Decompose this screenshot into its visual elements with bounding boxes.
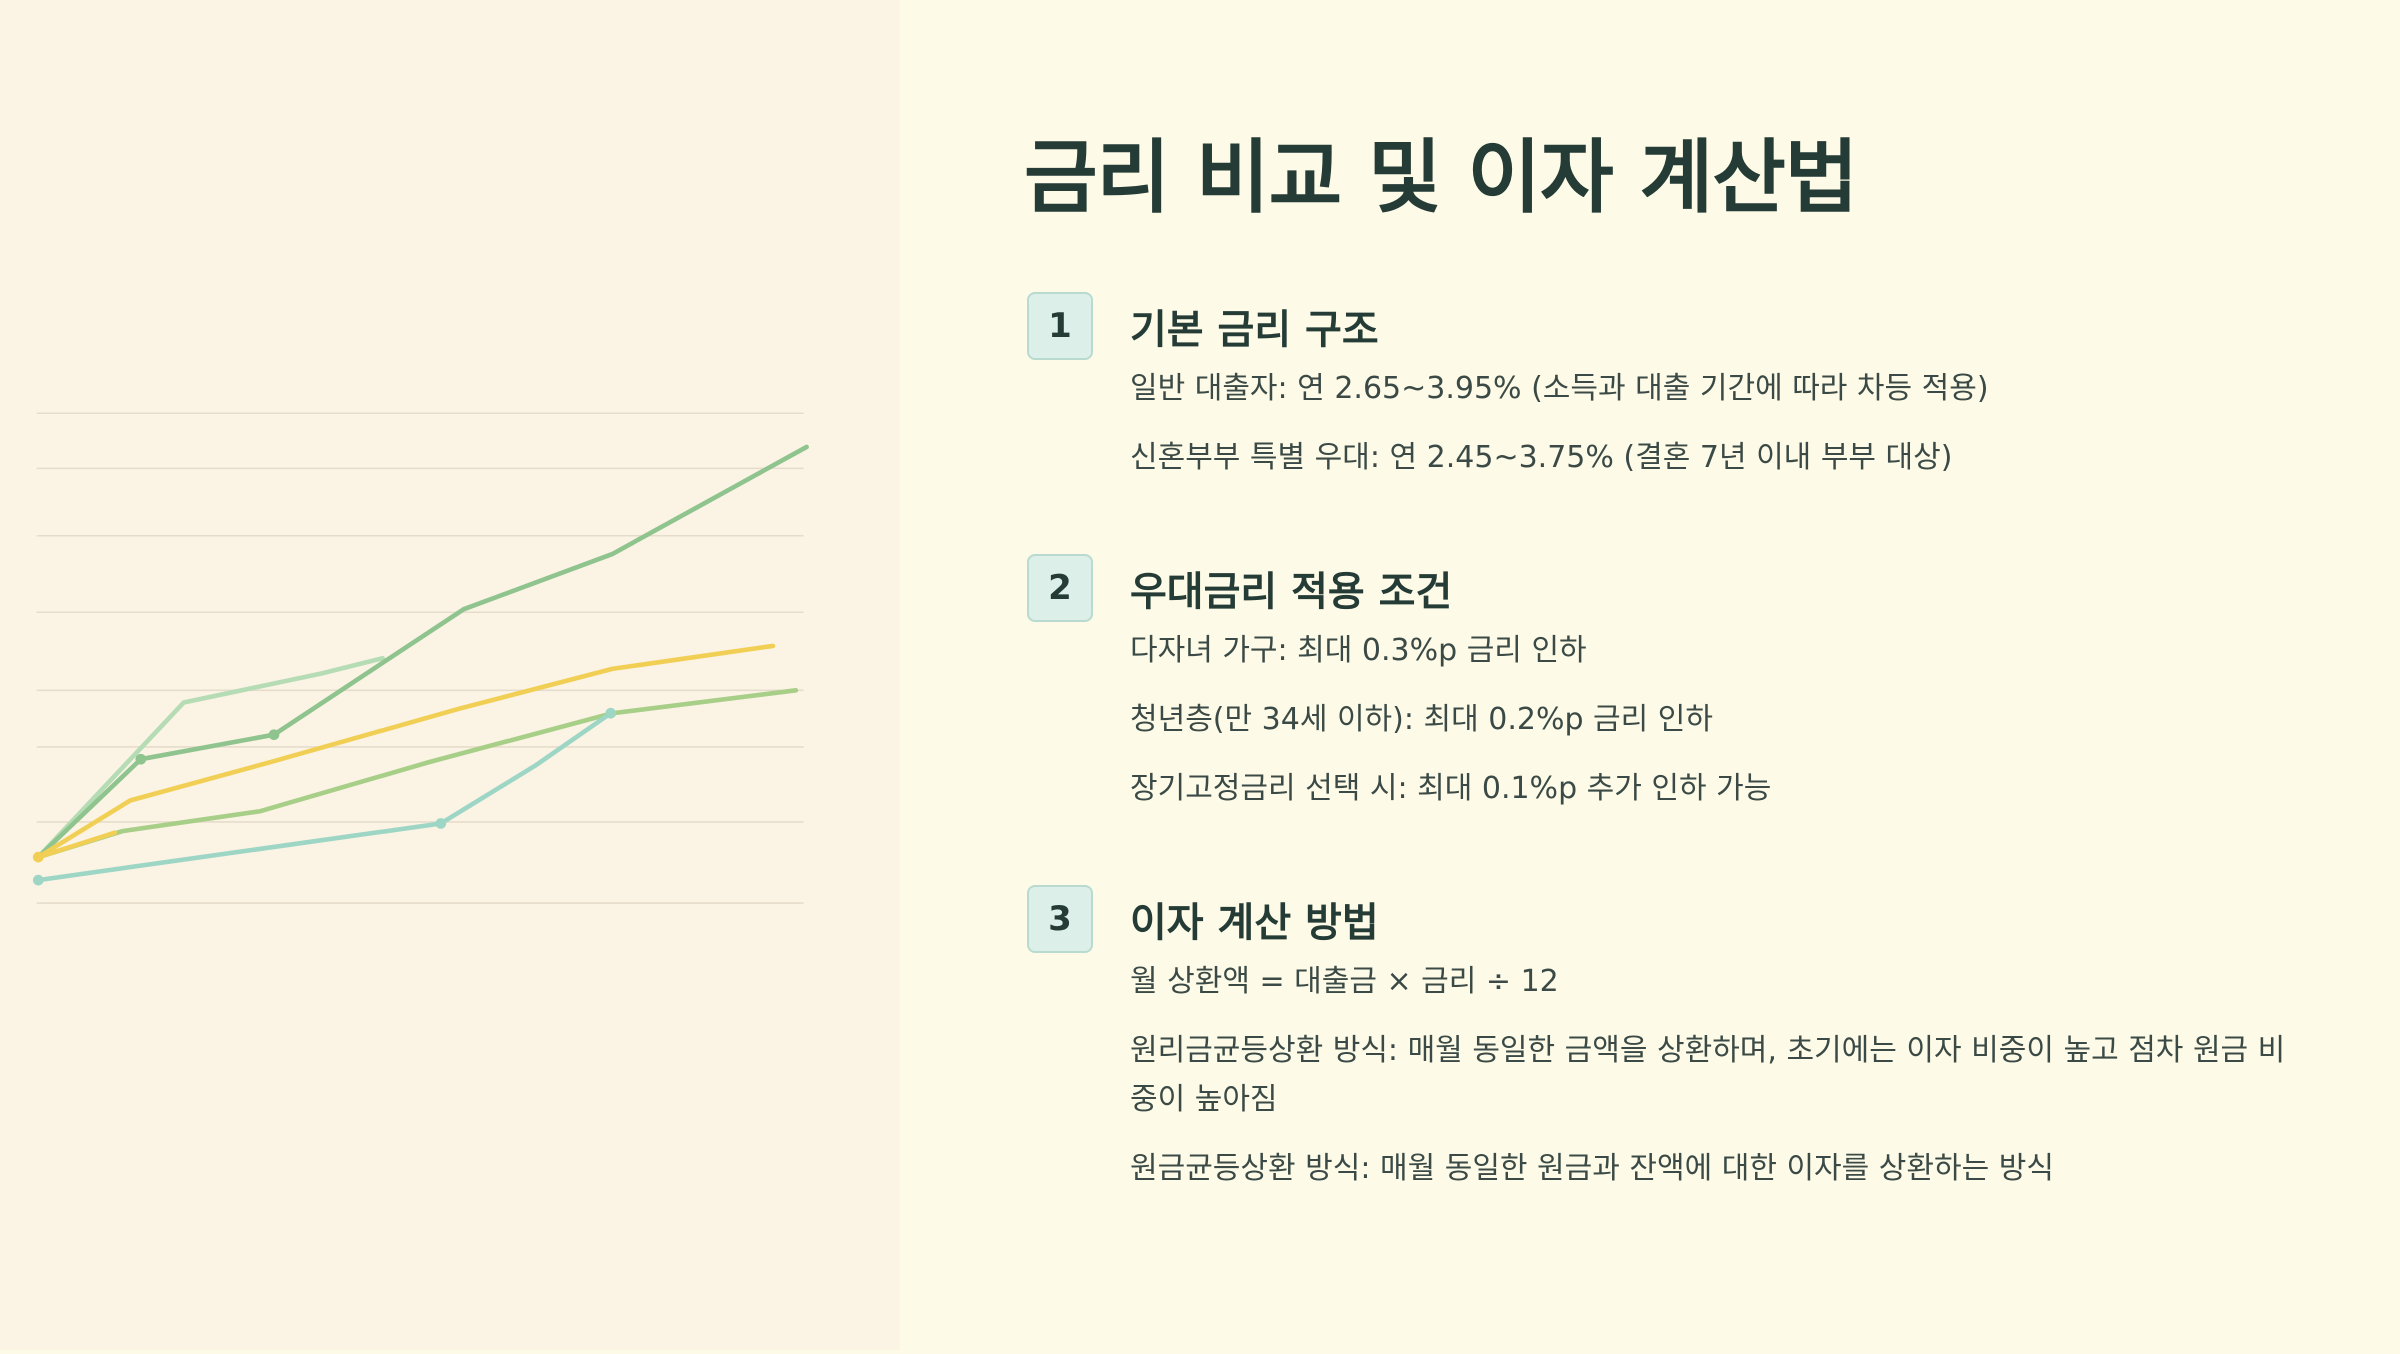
section-items: 월 상환액 = 대출금 × 금리 ÷ 12 원리금균등상환 방식: 매월 동일한 … [1130, 957, 2290, 1213]
chart-illustration [32, 412, 809, 904]
section-items: 일반 대출자: 연 2.65~3.95% (소득과 대출 기간에 따라 차등 적… [1130, 364, 2290, 502]
section-item: 신혼부부 특별 우대: 연 2.45~3.75% (결혼 7년 이내 부부 대상… [1130, 440, 1953, 475]
section-heading: 우대금리 적용 조건 [1130, 569, 1453, 615]
points [32, 707, 617, 886]
section-item: 청년층(만 34세 이하): 최대 0.2%p 금리 인하 [1130, 702, 1713, 737]
section-item: 장기고정금리 선택 시: 최대 0.1%p 추가 인하 가능 [1130, 771, 1772, 806]
section-item: 일반 대출자: 연 2.65~3.95% (소득과 대출 기간에 따라 차등 적… [1130, 371, 1989, 406]
section-number: 3 [1027, 885, 1093, 953]
grid [36, 412, 804, 904]
section-heading: 기본 금리 구조 [1130, 307, 1379, 353]
section-item: 다자녀 가구: 최대 0.3%p 금리 인하 [1130, 633, 1587, 668]
section-number: 2 [1027, 554, 1093, 622]
section-number: 1 [1027, 292, 1093, 360]
slide-title: 금리 비교 및 이자 계산법 [1024, 131, 1858, 224]
section-item: 원금균등상환 방식: 매월 동일한 원금과 잔액에 대한 이자를 상환하는 방식 [1130, 1151, 2054, 1186]
section-item: 원리금균등상환 방식: 매월 동일한 금액을 상환하며, 초기에는 이자 비중이… [1130, 1033, 2286, 1117]
lines [35, 444, 809, 883]
section-heading: 이자 계산 방법 [1130, 900, 1379, 946]
illustration-panel [0, 0, 900, 1350]
section-item: 월 상환액 = 대출금 × 금리 ÷ 12 [1130, 964, 1559, 999]
